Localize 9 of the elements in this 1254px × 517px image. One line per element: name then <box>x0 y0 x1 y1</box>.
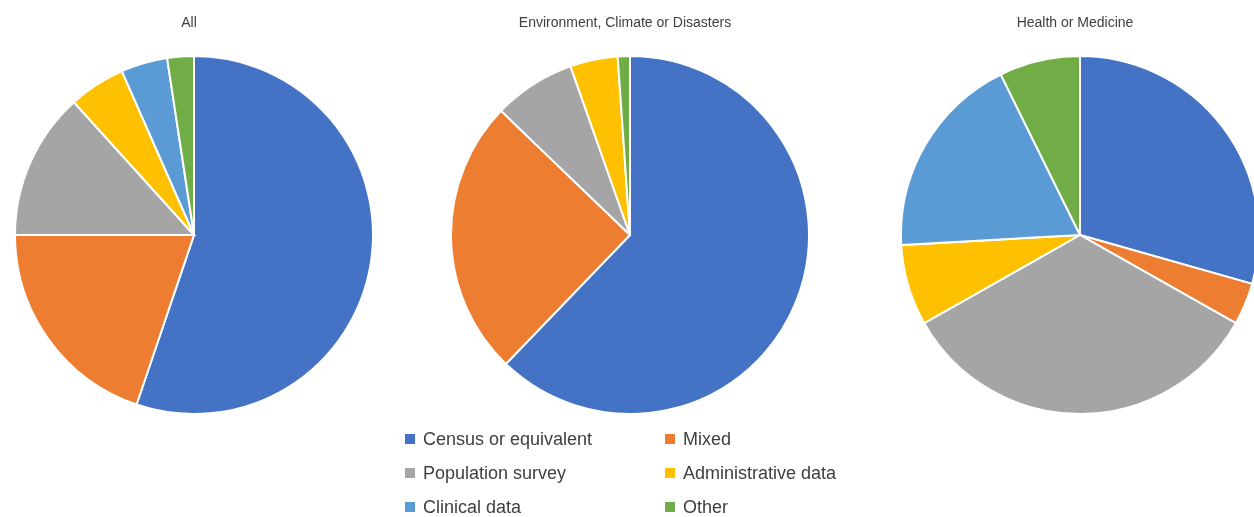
legend-label: Mixed <box>683 428 732 450</box>
legend-label: Census or equivalent <box>423 428 593 450</box>
legend-label: Administrative data <box>683 462 837 484</box>
legend-label: Other <box>683 496 729 517</box>
chart-title: All <box>180 14 198 30</box>
chart-title: Health or Medicine <box>1015 14 1135 30</box>
legend-label: Population survey <box>423 462 567 484</box>
chart-title: Environment, Climate or Disasters <box>517 14 733 30</box>
legend-label: Clinical data <box>423 496 522 517</box>
